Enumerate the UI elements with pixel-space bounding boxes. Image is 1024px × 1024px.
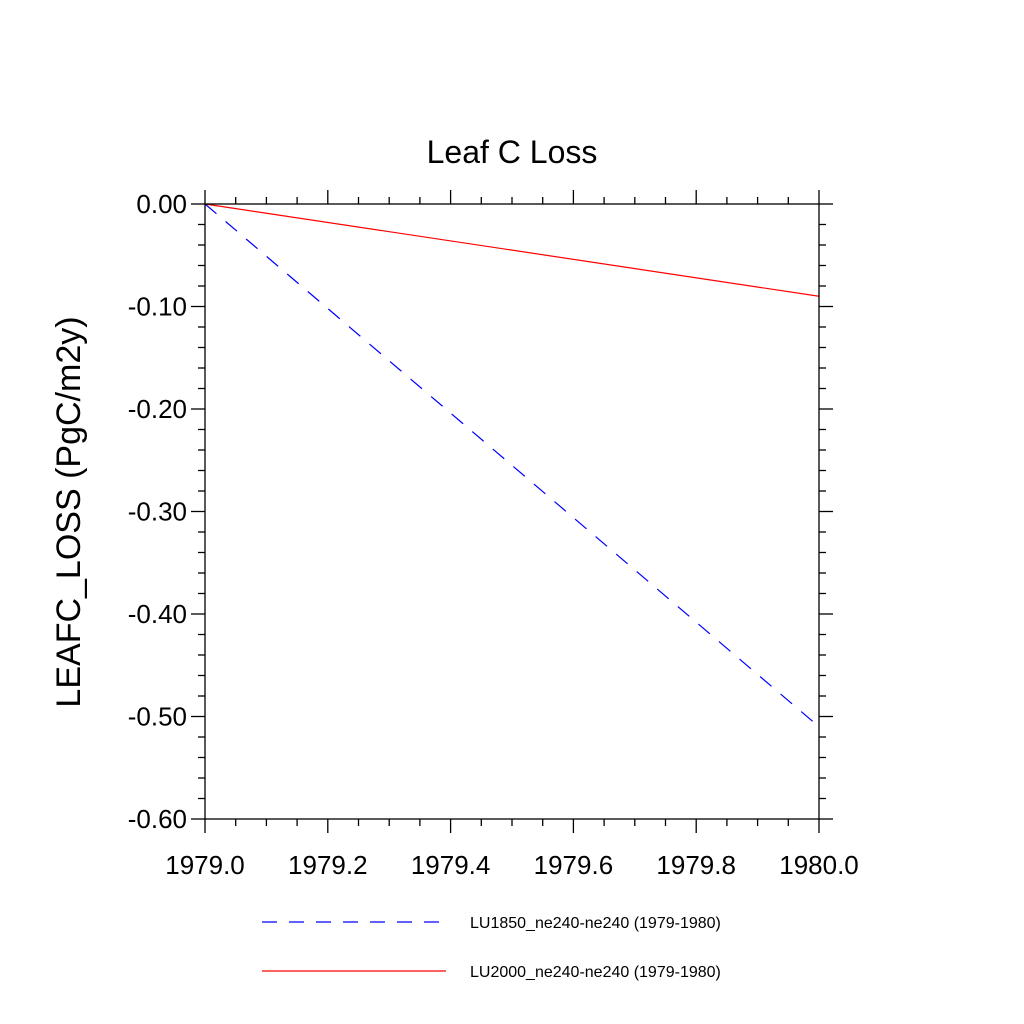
plot-frame	[204, 203, 820, 820]
chart-title: Leaf C Loss	[427, 134, 598, 170]
x-tick-label: 1980.0	[779, 850, 859, 880]
x-tick-label: 1979.4	[411, 850, 491, 880]
y-tick-label: -0.60	[128, 804, 187, 834]
axis-ticks: 1979.0 1979.2 1979.4 1979.6 1979.8 1980.0 0.00…	[128, 189, 859, 880]
x-tick-label: 1979.6	[534, 850, 614, 880]
series-line-2	[204, 203, 820, 297]
legend-label-2: LU2000_ne240-ne240 (1979-1980)	[470, 964, 721, 981]
y-axis-label: LEAFC_LOSS (PgC/m2y)	[50, 316, 88, 707]
x-tick-label: 1979.0	[165, 850, 245, 880]
legend: LU1850_ne240-ne240 (1979-1980) LU2000_ne2…	[262, 915, 721, 981]
series-layer	[204, 203, 820, 728]
legend-label-1: LU1850_ne240-ne240 (1979-1980)	[470, 915, 721, 932]
y-tick-label: -0.50	[128, 702, 187, 732]
x-tick-label: 1979.2	[288, 850, 368, 880]
y-tick-label: 0.00	[136, 189, 187, 219]
x-tick-label: 1979.8	[656, 850, 736, 880]
y-tick-label: -0.20	[128, 394, 187, 424]
y-tick-label: -0.10	[128, 292, 187, 322]
y-tick-label: -0.30	[128, 497, 187, 527]
y-tick-label: -0.40	[128, 599, 187, 629]
